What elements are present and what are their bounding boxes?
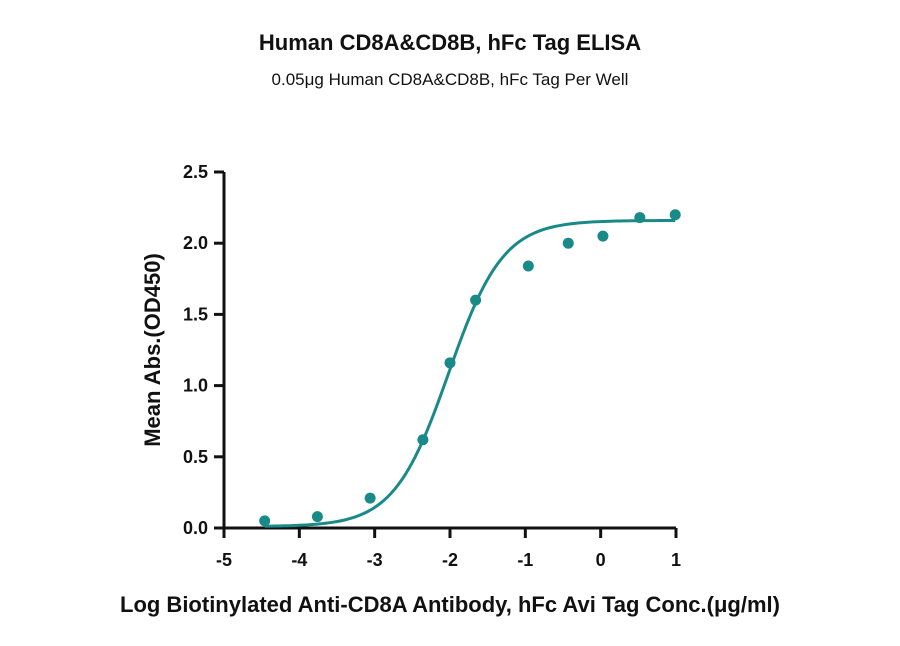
data-point (444, 357, 456, 369)
data-point (470, 294, 482, 306)
x-tick-label: -1 (517, 550, 533, 570)
y-tick-label: 2.0 (183, 233, 208, 253)
data-point (597, 230, 609, 242)
x-tick-label: -3 (367, 550, 383, 570)
data-point (522, 260, 534, 272)
x-tick-label: 0 (596, 550, 606, 570)
y-tick-label: 1.0 (183, 376, 208, 396)
data-point (562, 237, 574, 249)
x-tick-label: -5 (216, 550, 232, 570)
data-point (634, 212, 646, 224)
y-tick-label: 1.5 (183, 304, 208, 324)
x-tick-label: 1 (671, 550, 681, 570)
fit-curve (264, 218, 676, 528)
x-tick-label: -4 (291, 550, 307, 570)
data-point (364, 492, 376, 504)
y-axis-title: Mean Abs.(OD450) (140, 253, 165, 447)
x-axis-title: Log Biotinylated Anti-CD8A Antibody, hFc… (120, 592, 780, 617)
data-point (259, 515, 271, 527)
y-tick-label: 0.5 (183, 447, 208, 467)
y-ticks: 0.0 0.5 1.0 1.5 2.0 2.5 (183, 162, 224, 538)
data-points (259, 209, 681, 527)
data-point (311, 511, 323, 523)
data-point (669, 209, 681, 221)
x-ticks: -5 -4 -3 -2 -1 0 1 (216, 528, 681, 570)
chart-title: Human CD8A&CD8B, hFc Tag ELISA (258, 30, 642, 55)
data-point (417, 434, 429, 446)
y-tick-label: 0.0 (183, 518, 208, 538)
axes (222, 172, 676, 530)
chart-subtitle: 0.05μg Human CD8A&CD8B, hFc Tag Per Well (271, 70, 629, 89)
y-tick-label: 2.5 (183, 162, 208, 182)
x-tick-label: -2 (442, 550, 458, 570)
